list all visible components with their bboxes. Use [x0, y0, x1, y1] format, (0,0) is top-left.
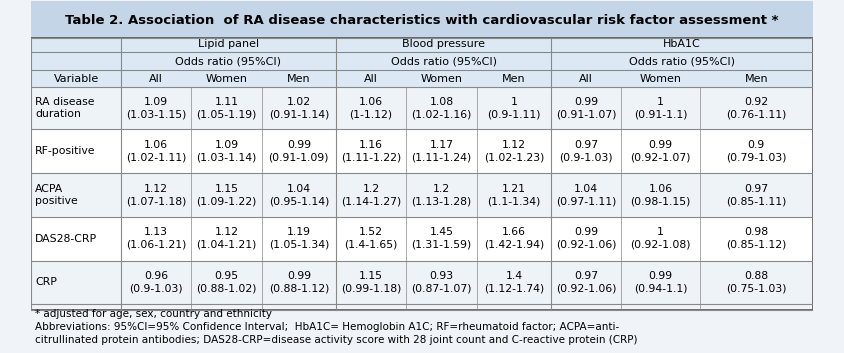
Text: 0.99
(0.88-1.12): 0.99 (0.88-1.12)	[268, 271, 329, 294]
Text: 1.17
(1.11-1.24): 1.17 (1.11-1.24)	[411, 140, 472, 162]
Text: Men: Men	[744, 74, 768, 84]
Text: 0.93
(0.87-1.07): 0.93 (0.87-1.07)	[411, 271, 472, 294]
Text: Men: Men	[502, 74, 526, 84]
Text: 0.92
(0.76-1.11): 0.92 (0.76-1.11)	[726, 97, 787, 119]
Text: RF-positive: RF-positive	[35, 146, 95, 156]
Text: 0.9
(0.79-1.03): 0.9 (0.79-1.03)	[726, 140, 787, 162]
FancyBboxPatch shape	[31, 217, 813, 261]
Text: citrullinated protein antibodies; DAS28-CRP=disease activity score with 28 joint: citrullinated protein antibodies; DAS28-…	[35, 335, 637, 345]
Text: 1.45
(1.31-1.59): 1.45 (1.31-1.59)	[411, 227, 472, 250]
FancyBboxPatch shape	[31, 129, 813, 173]
Text: 1
(0.9-1.11): 1 (0.9-1.11)	[487, 97, 541, 119]
Text: 1.12
(1.04-1.21): 1.12 (1.04-1.21)	[197, 227, 257, 250]
Text: 1.06
(1-1.12): 1.06 (1-1.12)	[349, 97, 392, 119]
Text: 1.06
(1.02-1.11): 1.06 (1.02-1.11)	[126, 140, 187, 162]
Text: RA disease
duration: RA disease duration	[35, 97, 95, 119]
Text: 0.99
(0.92-1.07): 0.99 (0.92-1.07)	[630, 140, 690, 162]
Text: Odds ratio (95%CI): Odds ratio (95%CI)	[176, 56, 282, 67]
Text: 1.16
(1.11-1.22): 1.16 (1.11-1.22)	[341, 140, 401, 162]
Text: * adjusted for age, sex, country and ethnicity: * adjusted for age, sex, country and eth…	[35, 309, 272, 319]
Text: All: All	[365, 74, 378, 84]
Text: Lipid panel: Lipid panel	[198, 40, 259, 49]
FancyBboxPatch shape	[31, 38, 813, 87]
Text: ACPA
positive: ACPA positive	[35, 184, 78, 206]
Text: 1.12
(1.02-1.23): 1.12 (1.02-1.23)	[484, 140, 544, 162]
Text: Women: Women	[640, 74, 681, 84]
Text: 0.99
(0.94-1.1): 0.99 (0.94-1.1)	[634, 271, 687, 294]
Text: 1
(0.91-1.1): 1 (0.91-1.1)	[634, 97, 687, 119]
Text: Abbreviations: 95%CI=95% Confidence Interval;  HbA1C= Hemoglobin A1C; RF=rheumat: Abbreviations: 95%CI=95% Confidence Inte…	[35, 322, 619, 332]
Text: 1.66
(1.42-1.94): 1.66 (1.42-1.94)	[484, 227, 544, 250]
Text: Blood pressure: Blood pressure	[402, 40, 485, 49]
Text: Odds ratio (95%CI): Odds ratio (95%CI)	[629, 56, 735, 67]
Text: 1.2
(1.14-1.27): 1.2 (1.14-1.27)	[341, 184, 401, 206]
Text: 1.21
(1.1-1.34): 1.21 (1.1-1.34)	[487, 184, 540, 206]
Text: Women: Women	[420, 74, 463, 84]
Text: 1.15
(0.99-1.18): 1.15 (0.99-1.18)	[341, 271, 402, 294]
FancyBboxPatch shape	[31, 261, 813, 304]
Text: 1.06
(0.98-1.15): 1.06 (0.98-1.15)	[630, 184, 690, 206]
Text: 1.11
(1.05-1.19): 1.11 (1.05-1.19)	[197, 97, 257, 119]
Text: 0.95
(0.88-1.02): 0.95 (0.88-1.02)	[197, 271, 257, 294]
Text: 0.98
(0.85-1.12): 0.98 (0.85-1.12)	[726, 227, 787, 250]
Text: Odds ratio (95%CI): Odds ratio (95%CI)	[391, 56, 496, 67]
Text: All: All	[579, 74, 593, 84]
Text: HbA1C: HbA1C	[663, 40, 701, 49]
Text: DAS28-CRP: DAS28-CRP	[35, 234, 97, 244]
Text: All: All	[149, 74, 163, 84]
Text: Women: Women	[206, 74, 247, 84]
Bar	[31, 38, 813, 310]
Text: 0.99
(0.91-1.09): 0.99 (0.91-1.09)	[268, 140, 329, 162]
Text: 1.2
(1.13-1.28): 1.2 (1.13-1.28)	[411, 184, 472, 206]
FancyBboxPatch shape	[31, 173, 813, 217]
Text: 0.97
(0.92-1.06): 0.97 (0.92-1.06)	[556, 271, 616, 294]
Text: 1.13
(1.06-1.21): 1.13 (1.06-1.21)	[126, 227, 187, 250]
Text: 1
(0.92-1.08): 1 (0.92-1.08)	[630, 227, 690, 250]
Text: 0.99
(0.92-1.06): 0.99 (0.92-1.06)	[556, 227, 616, 250]
Text: 0.97
(0.85-1.11): 0.97 (0.85-1.11)	[726, 184, 787, 206]
Text: Table 2. Association  of RA disease characteristics with cardiovascular risk fac: Table 2. Association of RA disease chara…	[65, 14, 779, 27]
Text: 1.09
(1.03-1.15): 1.09 (1.03-1.15)	[126, 97, 187, 119]
FancyBboxPatch shape	[31, 87, 813, 129]
Text: 1.04
(0.95-1.14): 1.04 (0.95-1.14)	[268, 184, 329, 206]
Text: 1.12
(1.07-1.18): 1.12 (1.07-1.18)	[126, 184, 187, 206]
Text: 1.08
(1.02-1.16): 1.08 (1.02-1.16)	[411, 97, 472, 119]
Text: 0.88
(0.75-1.03): 0.88 (0.75-1.03)	[726, 271, 787, 294]
Text: 1.04
(0.97-1.11): 1.04 (0.97-1.11)	[556, 184, 616, 206]
Text: 0.96
(0.9-1.03): 0.96 (0.9-1.03)	[129, 271, 183, 294]
Text: CRP: CRP	[35, 277, 57, 287]
Text: Variable: Variable	[53, 74, 99, 84]
Text: 1.52
(1.4-1.65): 1.52 (1.4-1.65)	[344, 227, 398, 250]
Text: 1.15
(1.09-1.22): 1.15 (1.09-1.22)	[197, 184, 257, 206]
Text: 0.97
(0.9-1.03): 0.97 (0.9-1.03)	[560, 140, 613, 162]
Text: 1.09
(1.03-1.14): 1.09 (1.03-1.14)	[197, 140, 257, 162]
Text: 1.19
(1.05-1.34): 1.19 (1.05-1.34)	[268, 227, 329, 250]
Text: 1.4
(1.12-1.74): 1.4 (1.12-1.74)	[484, 271, 544, 294]
Text: 0.99
(0.91-1.07): 0.99 (0.91-1.07)	[556, 97, 616, 119]
Text: Men: Men	[287, 74, 311, 84]
FancyBboxPatch shape	[31, 1, 813, 38]
Text: 1.02
(0.91-1.14): 1.02 (0.91-1.14)	[268, 97, 329, 119]
